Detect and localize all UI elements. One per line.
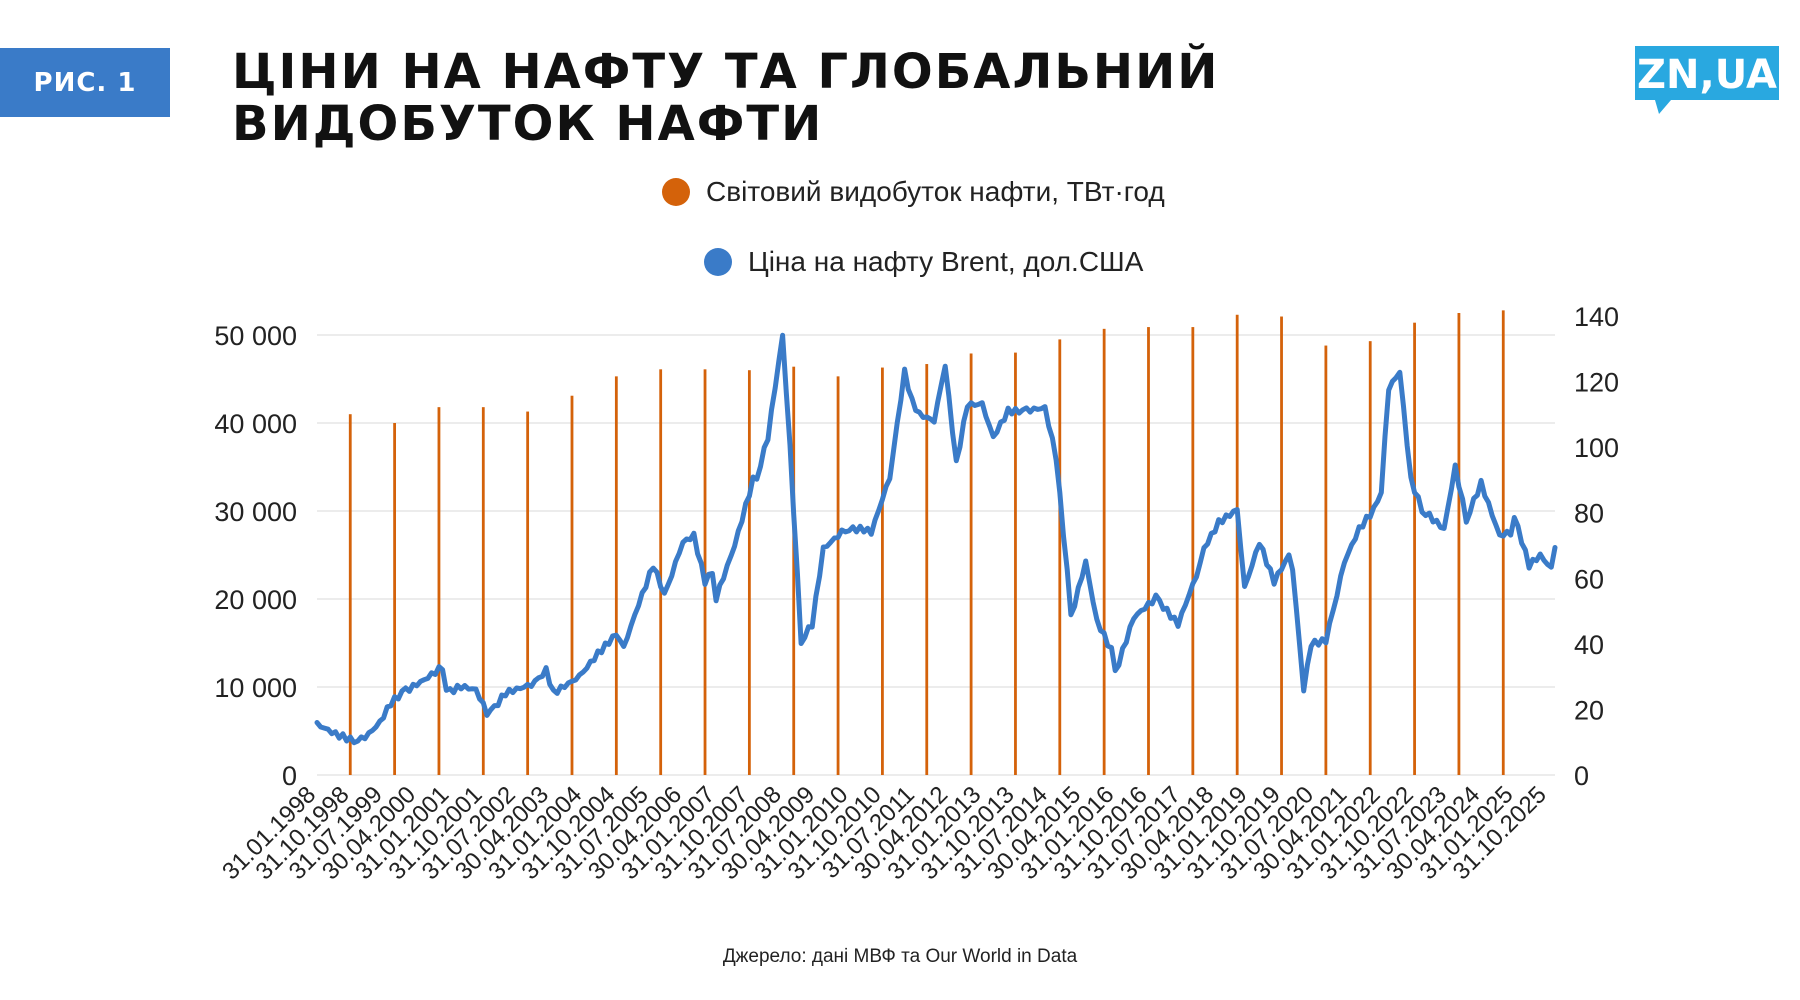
- right-axis-tick-label: 80: [1574, 499, 1604, 529]
- production-bar: [1413, 322, 1416, 775]
- right-axis-tick-label: 20: [1574, 695, 1604, 725]
- left-axis-tick-label: 10 000: [214, 673, 297, 703]
- production-bar: [1280, 316, 1283, 775]
- production-bar: [881, 367, 884, 775]
- production-bar: [570, 395, 574, 775]
- production-bar: [393, 423, 397, 775]
- legend-marker-icon: [704, 248, 732, 276]
- price-line-layer: [314, 332, 1558, 746]
- x-axis-ticks: 31.01.199831.10.199831.07.199930.04.2000…: [217, 781, 1552, 885]
- zn-ua-logo: ZN,UA: [1635, 46, 1779, 114]
- production-bar: [1014, 352, 1017, 775]
- production-bar: [1368, 341, 1372, 775]
- price-line: [314, 332, 1558, 746]
- right-axis-tick-label: 120: [1574, 368, 1619, 398]
- production-bar: [836, 376, 840, 775]
- production-bar: [614, 376, 618, 775]
- right-axis-tick-label: 60: [1574, 564, 1604, 594]
- figure-badge: РИС. 1: [0, 48, 170, 117]
- right-axis-tick-label: 100: [1574, 433, 1619, 463]
- production-bar: [659, 369, 663, 775]
- production-bar: [1501, 310, 1505, 775]
- left-axis-tick-label: 20 000: [214, 585, 297, 615]
- production-bar: [1235, 314, 1239, 775]
- production-bar: [481, 407, 485, 775]
- right-axis-tick-label: 140: [1574, 302, 1619, 332]
- production-bar: [1457, 313, 1461, 775]
- legend-label: Світовий видобуток нафти, ТВт·год: [706, 176, 1165, 207]
- right-axis-tick-label: 0: [1574, 761, 1589, 791]
- production-bar: [1102, 328, 1106, 775]
- production-bar: [1147, 327, 1150, 775]
- logo-text: ZN,UA: [1637, 52, 1777, 98]
- legend: Світовий видобуток нафти, ТВт·год Ціна на…: [662, 176, 1165, 277]
- production-bar: [1191, 327, 1195, 775]
- production-bar: [969, 353, 973, 775]
- source-note: Джерело: дані МВФ та Our World in Data: [722, 946, 1078, 967]
- production-bar: [1058, 339, 1062, 775]
- left-axis-tick-label: 0: [282, 761, 297, 791]
- production-bar: [747, 370, 751, 775]
- left-axis-tick-label: 50 000: [214, 321, 297, 351]
- production-bar: [1324, 345, 1328, 775]
- legend-label: Ціна на нафту Brent, дол.США: [748, 246, 1144, 277]
- page-title: ЦІНИ НА НАФТУ ТА ГЛОБАЛЬНИЙ ВИДОБУТОК НА…: [232, 44, 1220, 152]
- right-axis-tick-label: 40: [1574, 630, 1604, 660]
- production-bar: [437, 407, 441, 775]
- left-axis-tick-label: 40 000: [214, 409, 297, 439]
- production-bars: [348, 310, 1505, 775]
- legend-marker-icon: [662, 178, 690, 206]
- production-bar: [792, 366, 796, 775]
- left-axis-ticks: 0 10 000 20 000 30 000 40 000 50 000: [214, 321, 297, 791]
- left-axis-tick-label: 30 000: [214, 497, 297, 527]
- right-axis-ticks: 0 20 40 60 80 100 120 140: [1574, 302, 1619, 791]
- production-bar: [925, 364, 929, 775]
- production-bar: [526, 411, 530, 775]
- production-bar: [348, 414, 352, 775]
